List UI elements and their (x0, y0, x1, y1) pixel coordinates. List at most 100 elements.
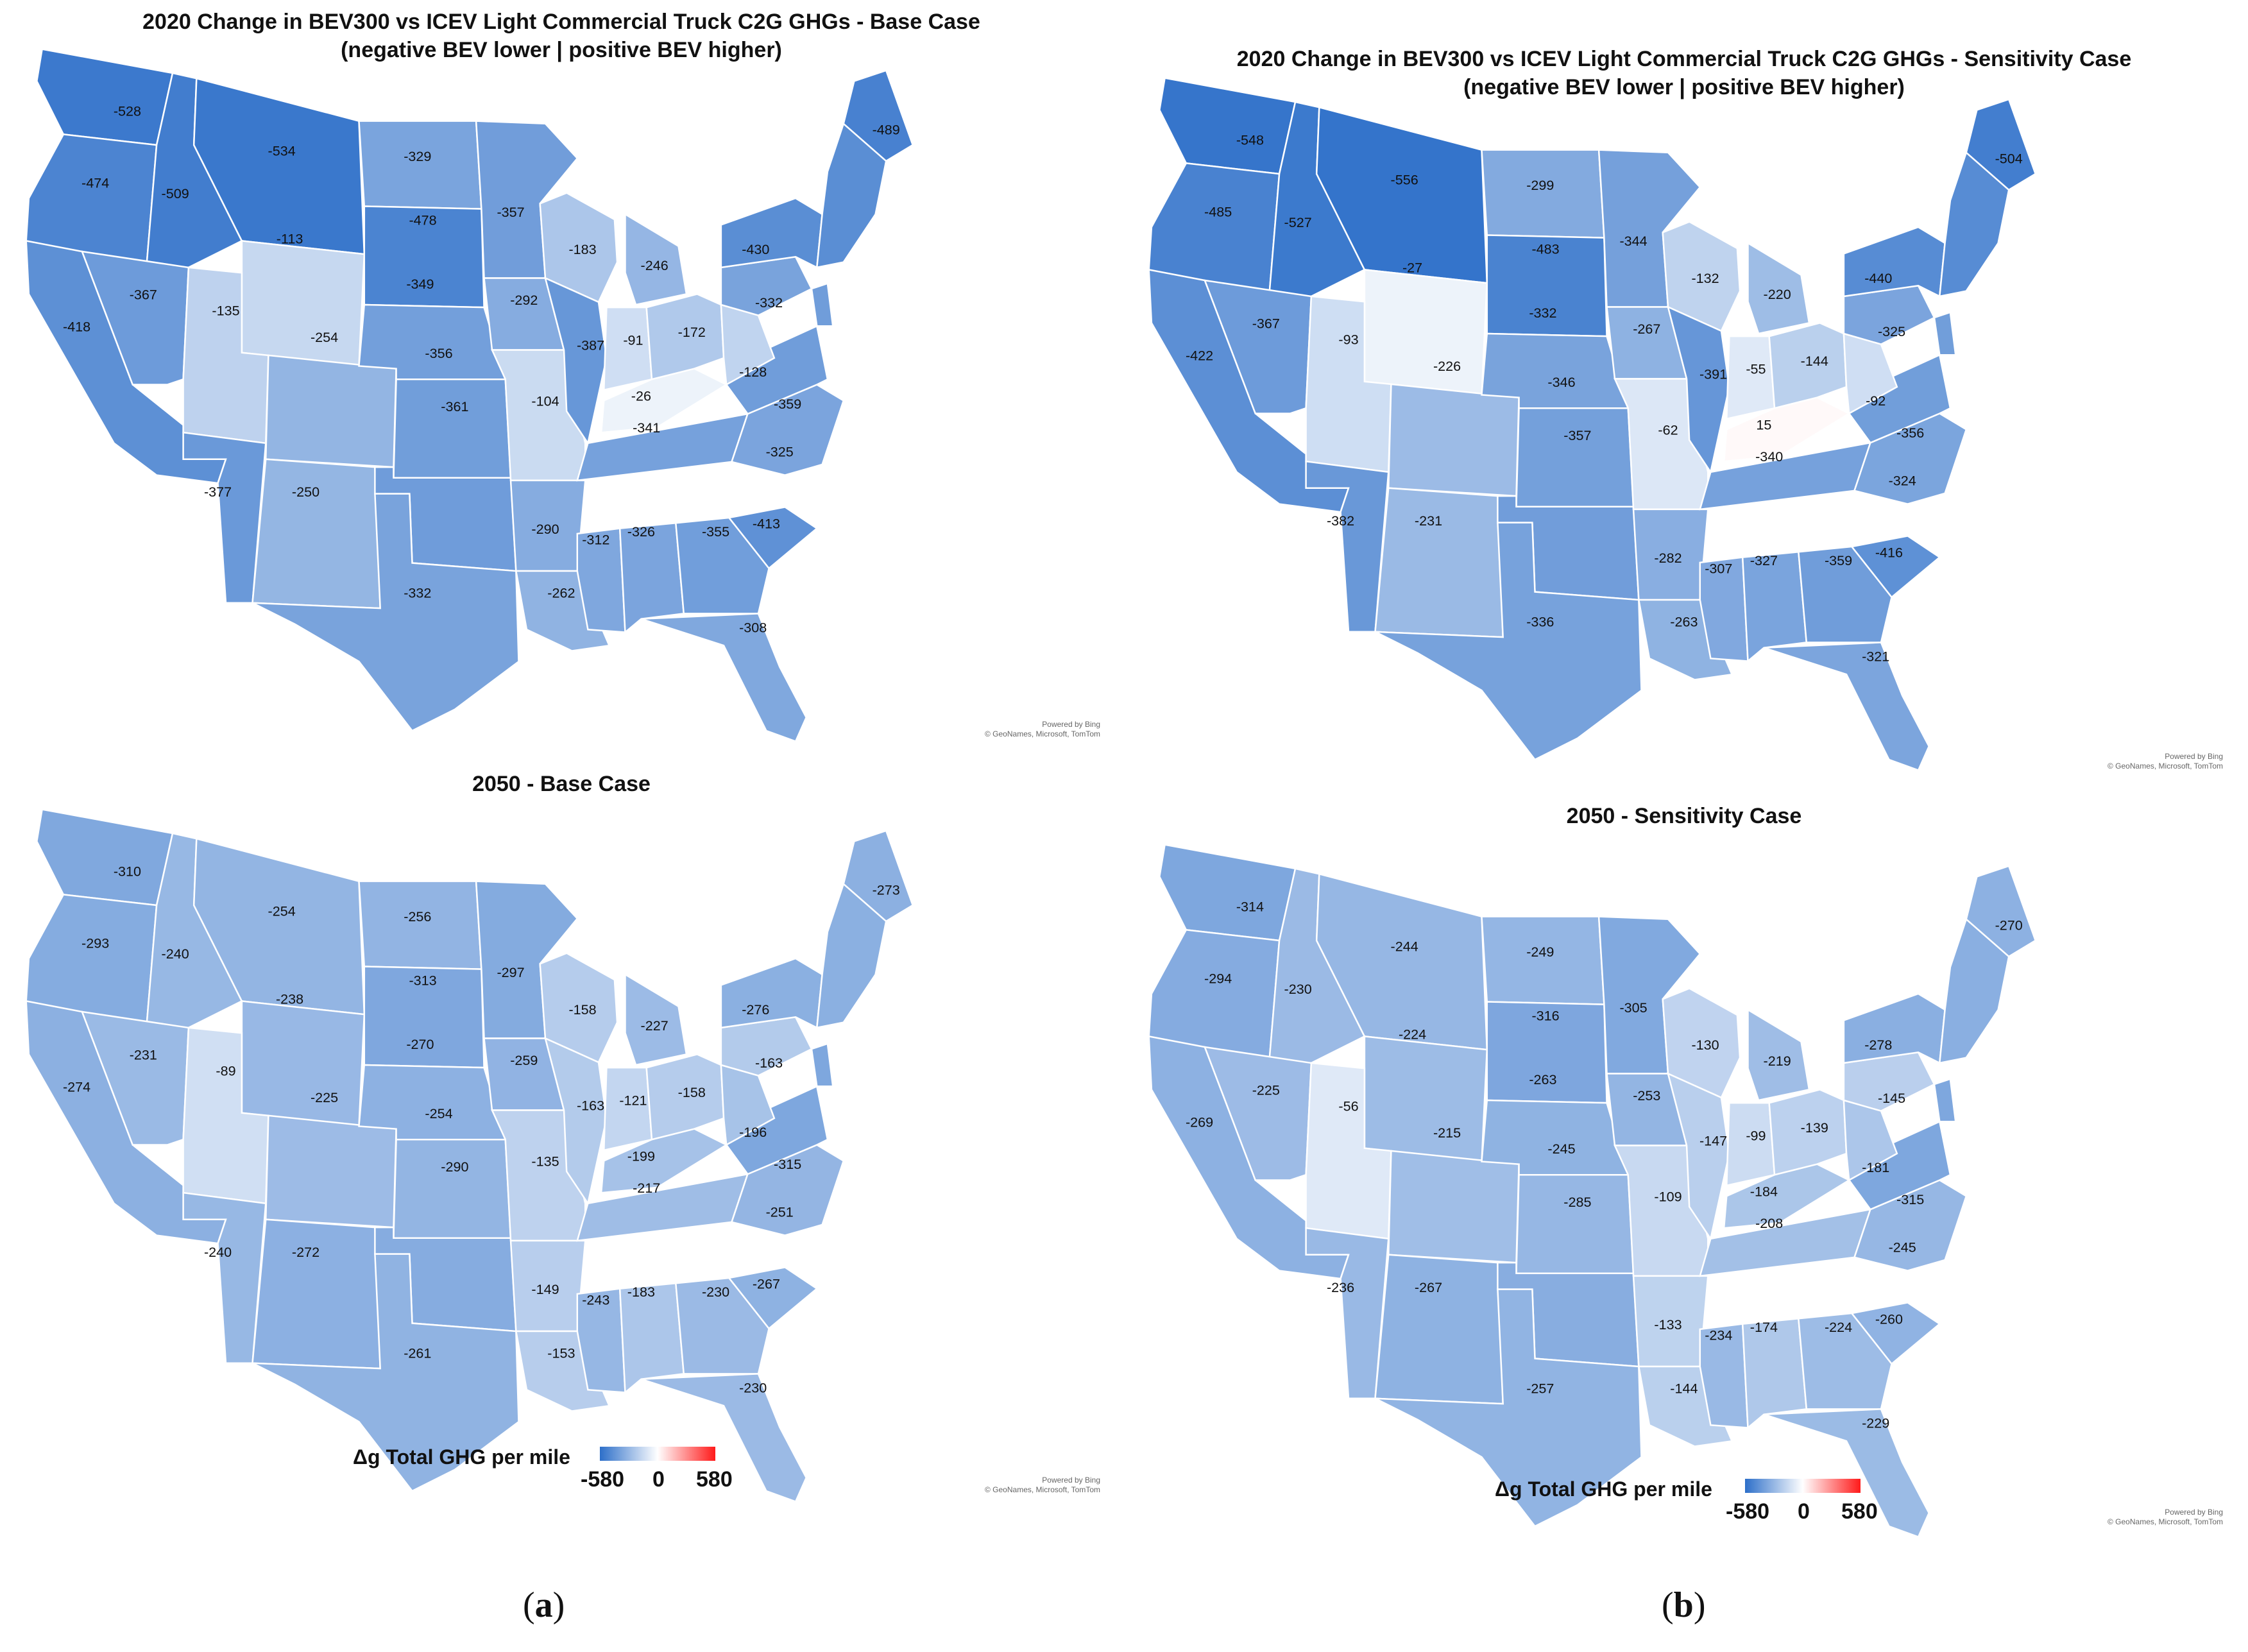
state-al (1741, 1317, 1808, 1430)
state-value-wy: -238 (276, 991, 303, 1007)
state-value-ms: -234 (1705, 1327, 1732, 1343)
map-title-line1: 2050 - Base Case (472, 772, 651, 796)
state-nd (358, 120, 482, 210)
state-value-ky: -199 (627, 1148, 655, 1164)
state-value-sd: -478 (409, 212, 436, 228)
state-value-wa: -314 (1236, 898, 1264, 914)
map-title: 2050 - Sensitivity Case (1136, 802, 2233, 830)
state-value-ny: -278 (1864, 1037, 1892, 1053)
state-value-il: -147 (1699, 1133, 1727, 1149)
map-title-line1: 2020 Change in BEV300 vs ICEV Light Comm… (1236, 47, 2132, 71)
state-ne6 (815, 882, 887, 1029)
state-value-ut: -135 (212, 303, 239, 319)
state-nv (1203, 279, 1313, 414)
state-value-tx: -257 (1526, 1381, 1554, 1397)
map-title-line2: (negative BEV lower | positive BEV highe… (341, 38, 782, 62)
state-value-ar: -290 (531, 521, 559, 537)
state-value-ok: -361 (441, 398, 468, 414)
state-value-ia: -259 (510, 1052, 538, 1068)
state-value-al: -183 (627, 1284, 655, 1300)
state-ne (358, 303, 507, 380)
state-ks (1515, 407, 1635, 507)
state-value-pa: -163 (755, 1055, 783, 1071)
state-value-va: -315 (774, 1156, 801, 1172)
state-value-nm: -231 (1415, 513, 1442, 529)
state-in (603, 1066, 653, 1152)
state-ny (720, 957, 823, 1029)
state-value-wv: -181 (1862, 1159, 1889, 1175)
state-ks (1515, 1173, 1635, 1274)
state-nv (1203, 1046, 1313, 1181)
state-ne6 (815, 122, 887, 269)
state-ga (675, 516, 770, 615)
state-value-ar: -133 (1654, 1316, 1682, 1333)
state-md (810, 282, 834, 327)
state-value-wy: -113 (277, 231, 303, 247)
state-value-ga: -224 (1825, 1319, 1852, 1335)
state-nd (1481, 915, 1605, 1005)
state-value-nm: -250 (292, 484, 319, 500)
state-value-al: -326 (627, 524, 655, 540)
state-az (182, 1191, 267, 1365)
state-value-ia: -292 (510, 292, 538, 308)
state-value-mt: -254 (268, 903, 296, 919)
state-ms (1699, 1323, 1749, 1429)
state-value-ne: -263 (1529, 1071, 1556, 1087)
state-value-nv: -225 (1252, 1082, 1280, 1098)
state-value-wa: -528 (114, 103, 141, 119)
state-ne (1481, 1099, 1630, 1176)
state-ms (1699, 556, 1749, 662)
state-value-ok: -290 (441, 1159, 468, 1175)
state-value-mo: -62 (1658, 422, 1678, 438)
state-la (1637, 599, 1733, 681)
legend-mid: 0 (1798, 1499, 1810, 1524)
map-title: 2020 Change in BEV300 vs ICEV Light Comm… (1136, 45, 2233, 101)
state-nm (1374, 487, 1504, 638)
state-me (1965, 98, 2037, 191)
map-credit: Powered by Bing © GeoNames, Microsoft, T… (985, 720, 1100, 738)
state-value-id: -230 (1284, 981, 1312, 997)
state-tx (251, 1253, 520, 1492)
state-al (618, 1282, 685, 1395)
state-sc (1850, 1302, 1941, 1365)
state-value-oh: -158 (678, 1084, 706, 1100)
state-value-ca: -274 (63, 1079, 90, 1095)
state-value-ut: -56 (1338, 1098, 1358, 1114)
state-value-tn: -340 (1755, 448, 1783, 464)
state-fl (1764, 642, 1930, 772)
state-mi (624, 212, 688, 306)
caption-b: (b) (1662, 1585, 1706, 1625)
state-value-id: -527 (1284, 214, 1312, 230)
state-value-al: -327 (1750, 552, 1778, 568)
state-value-nm: -272 (292, 1244, 319, 1260)
state-la (515, 570, 611, 652)
state-value-me: -504 (1995, 150, 2023, 166)
state-value-ne: -332 (1529, 305, 1556, 321)
state-tx (1374, 1288, 1642, 1528)
state-value-ny: -440 (1864, 270, 1892, 286)
state-value-wv: -128 (739, 364, 767, 380)
state-value-ia: -267 (1633, 321, 1660, 337)
state-al (618, 522, 685, 634)
us-choropleth-map: -528 -474 -418 -509 -367 -534 -113 -135 -377 -254… (25, 48, 914, 743)
state-value-wv: -196 (739, 1124, 767, 1140)
state-in (1726, 335, 1776, 420)
state-value-ca: -418 (63, 319, 90, 335)
us-choropleth-map: -548 -485 -422 -527 -367 -556 -27 -93 -382 -226 -2… (1148, 77, 2037, 772)
state-value-ne: -270 (406, 1036, 434, 1052)
state-sc (728, 506, 819, 570)
state-value-me: -270 (1995, 917, 2023, 933)
state-co (1387, 1150, 1520, 1264)
state-value-sd: -483 (1531, 241, 1559, 257)
state-value-co: -225 (311, 1089, 338, 1105)
state-wa (36, 48, 174, 146)
state-la (1637, 1365, 1733, 1447)
state-al (1741, 550, 1808, 663)
state-value-mt: -244 (1391, 939, 1418, 955)
state-value-tn: -341 (633, 420, 660, 436)
state-value-ny: -430 (742, 241, 769, 257)
state-value-nv: -231 (130, 1047, 157, 1063)
state-value-nc: -324 (1889, 473, 1916, 489)
state-value-ga: -355 (702, 524, 729, 540)
state-value-nd: -329 (404, 148, 431, 164)
